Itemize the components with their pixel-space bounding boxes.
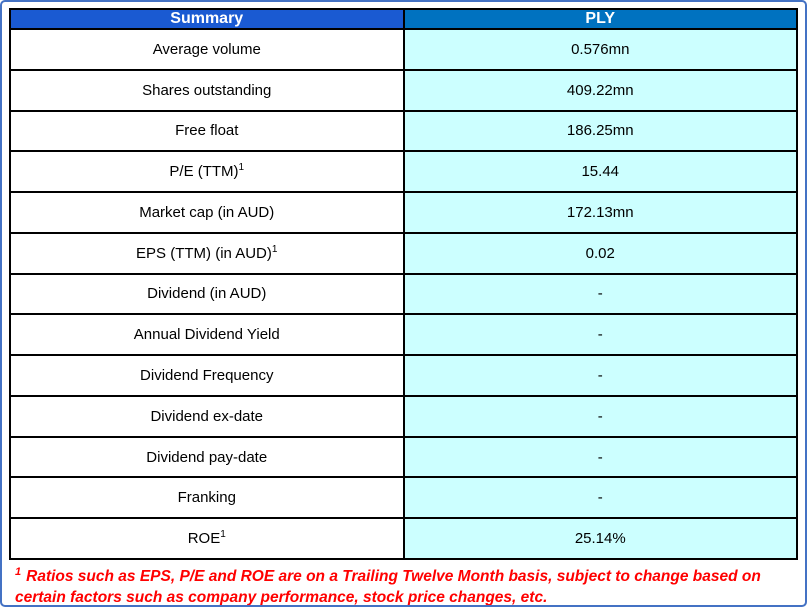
table-row: Market cap (in AUD) 172.13mn bbox=[9, 191, 798, 234]
metric-value: - bbox=[402, 394, 798, 438]
table-row: Dividend Frequency - bbox=[9, 354, 798, 397]
summary-table: Summary PLY Average volume 0.576mn Shares … bbox=[9, 8, 798, 560]
table-row: EPS (TTM) (in AUD)1 0.02 bbox=[9, 231, 798, 275]
footnote-superscript: 1 bbox=[15, 565, 22, 578]
metric-label: Average volume bbox=[9, 28, 405, 71]
table-row: Annual Dividend Yield - bbox=[9, 313, 798, 357]
metric-value: 409.22mn bbox=[402, 68, 798, 112]
table-row: P/E (TTM)1 15.44 bbox=[9, 150, 798, 194]
footnote-text: Ratios such as EPS, P/E and ROE are on a… bbox=[15, 568, 761, 606]
metric-label: Annual Dividend Yield bbox=[9, 313, 405, 357]
table-row: Dividend ex-date - bbox=[9, 394, 798, 438]
table-row: ROE1 25.14% bbox=[9, 517, 798, 560]
table-row: Franking - bbox=[9, 476, 798, 520]
metric-value: - bbox=[402, 354, 798, 397]
table-header: Summary PLY bbox=[9, 8, 798, 30]
metric-label: Dividend (in AUD) bbox=[9, 272, 405, 316]
metric-superscript: 1 bbox=[220, 529, 226, 541]
metric-label: EPS (TTM) (in AUD)1 bbox=[9, 231, 405, 275]
metric-label: Dividend ex-date bbox=[9, 394, 405, 438]
metric-value: - bbox=[402, 313, 798, 357]
metric-value: - bbox=[402, 476, 798, 520]
footnote: 1 Ratios such as EPS, P/E and ROE are on … bbox=[9, 560, 798, 606]
table-row: Dividend (in AUD) - bbox=[9, 272, 798, 316]
header-cell-summary: Summary bbox=[9, 8, 405, 30]
header-cell-ply: PLY bbox=[402, 8, 798, 30]
metric-label: Dividend pay-date bbox=[9, 435, 405, 479]
metric-superscript: 1 bbox=[271, 243, 278, 255]
metric-value: 186.25mn bbox=[402, 109, 798, 153]
metric-value: - bbox=[402, 435, 798, 479]
metric-value: 0.02 bbox=[402, 231, 798, 275]
metric-label: Franking bbox=[9, 476, 405, 520]
metric-label: P/E (TTM)1 bbox=[9, 150, 405, 194]
metric-label: Market cap (in AUD) bbox=[9, 191, 405, 234]
metric-value: 0.576mn bbox=[402, 28, 798, 71]
metric-superscript: 1 bbox=[238, 162, 245, 174]
metric-label: Free float bbox=[9, 109, 405, 153]
table-row: Dividend pay-date - bbox=[9, 435, 798, 479]
table-body: Average volume 0.576mn Shares outstanding 4… bbox=[9, 28, 798, 560]
metric-value: 172.13mn bbox=[402, 191, 798, 234]
table-row: Shares outstanding 409.22mn bbox=[9, 68, 798, 112]
metric-label: Dividend Frequency bbox=[9, 354, 405, 397]
metric-label: Shares outstanding bbox=[9, 68, 405, 112]
metric-value: 25.14% bbox=[402, 517, 798, 560]
metric-value: - bbox=[402, 272, 798, 316]
header-row: Summary PLY bbox=[9, 8, 798, 30]
table-row: Free float 186.25mn bbox=[9, 109, 798, 153]
metric-label: ROE1 bbox=[9, 517, 405, 560]
metric-value: 15.44 bbox=[402, 150, 798, 194]
table-row: Average volume 0.576mn bbox=[9, 28, 798, 71]
